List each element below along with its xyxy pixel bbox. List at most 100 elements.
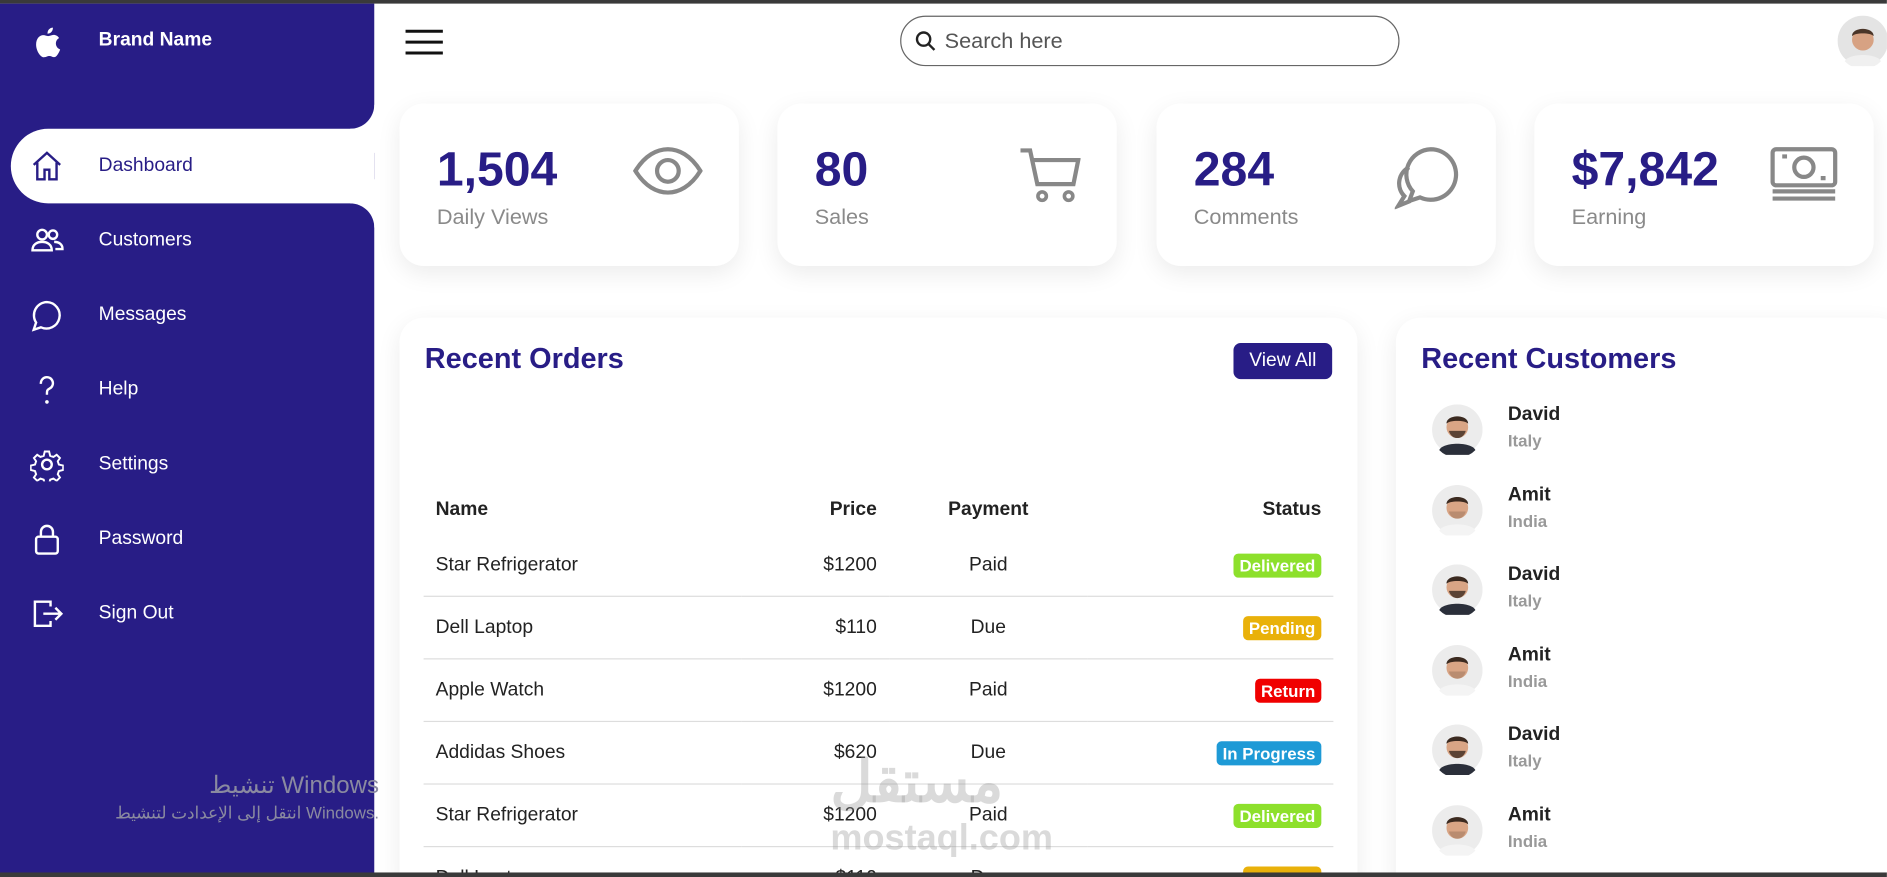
watermark: mostaql.com — [830, 818, 1054, 859]
customer-country: Italy — [1507, 430, 1542, 451]
customer-name: Amit — [1507, 484, 1551, 505]
column-header: Payment — [948, 499, 1029, 520]
customer-avatar — [1432, 804, 1483, 856]
icon — [33, 600, 64, 627]
column-header: Name — [435, 499, 489, 520]
nav-item[interactable]: Password — [11, 502, 374, 577]
stat-value: 284 — [1193, 143, 1275, 197]
stat-value: 1,504 — [436, 143, 558, 197]
cell-name: Dell Laptop — [423, 596, 741, 660]
panel-title: Recent Orders — [424, 342, 624, 376]
nav-label: Customers — [98, 229, 192, 251]
customer-name: David — [1507, 724, 1561, 745]
stat-label: Daily Views — [436, 204, 549, 229]
cell-name: Star Refrigerator — [423, 784, 741, 848]
orders-panel: Recent Orders View All Name Price Payment S… — [399, 317, 1358, 877]
customer-avatar — [1432, 644, 1483, 695]
customer-avatar — [1432, 724, 1483, 775]
nav-item[interactable]: Messages — [11, 278, 374, 353]
order-row: Addidas Shoes $620 Due In Progress — [423, 721, 1334, 785]
cell-price: $1200 — [740, 658, 889, 723]
frame-edge — [0, 872, 1887, 877]
icon — [32, 151, 61, 181]
status-badge: Delivered — [1233, 552, 1322, 578]
customer-country: India — [1507, 830, 1548, 851]
nav-label: Messages — [98, 304, 187, 325]
stat-icon — [1394, 147, 1459, 210]
stat-icon — [632, 147, 703, 195]
customer-name: David — [1507, 564, 1561, 585]
nav-label: Password — [98, 528, 184, 549]
watermark: انتقل إلى الإعدادت لتنشيط Windows. — [115, 802, 380, 822]
cell-name: Apple Watch — [423, 658, 741, 723]
icon — [31, 228, 64, 252]
stat-value: $7,842 — [1571, 143, 1719, 197]
table-header: Name Price Payment Status — [424, 486, 1334, 534]
nav-item[interactable]: Help — [11, 353, 374, 428]
customer-name: David — [1507, 404, 1561, 425]
order-row: Star Refrigerator $1200 Paid Delivered — [423, 784, 1334, 848]
cell-name: Star Refrigerator — [423, 534, 741, 597]
status-badge: Delivered — [1233, 803, 1322, 828]
icon — [39, 375, 55, 404]
cell-price: $110 — [740, 596, 889, 660]
icon — [30, 450, 64, 482]
stat-value: 80 — [814, 143, 869, 197]
customer-name: Amit — [1507, 804, 1551, 825]
nav-label: Help — [98, 379, 139, 400]
customer-name: Amit — [1507, 644, 1551, 665]
order-row: Star Refrigerator $1200 Paid Delivered — [423, 534, 1334, 597]
cell-payment: Due — [888, 721, 1088, 785]
cell-name: Dell Laptop — [423, 846, 741, 877]
view-all-button[interactable]: View All — [1233, 342, 1333, 380]
customer-avatar — [1432, 404, 1483, 455]
stat-card: 284 Comments — [1156, 103, 1496, 266]
customer-avatar — [1432, 484, 1483, 535]
menu-toggle[interactable] — [404, 29, 445, 55]
brand-logo — [36, 27, 61, 58]
stat-card: $7,842 Earning — [1534, 103, 1874, 266]
user-avatar[interactable] — [1837, 15, 1887, 67]
status-badge: In Progress — [1216, 740, 1322, 765]
cell-price: $620 — [740, 721, 889, 785]
customer-item: David Italy — [1420, 404, 1853, 483]
stat-card: 80 Sales — [777, 103, 1117, 266]
status-badge: Pending — [1242, 615, 1322, 640]
stat-card: 1,504 Daily Views — [399, 103, 739, 266]
cell-status: Return — [1087, 658, 1334, 723]
cell-status: Delivered — [1087, 534, 1334, 597]
search-box[interactable]: Search here — [900, 15, 1400, 67]
nav-item[interactable]: Customers — [11, 203, 374, 278]
customer-item: David Italy — [1420, 724, 1853, 803]
cell-status: Pending — [1087, 596, 1334, 660]
nav-item[interactable]: Dashboard — [10, 128, 375, 204]
cell-price: $110 — [740, 846, 889, 877]
cell-status: In Progress — [1087, 721, 1334, 785]
nav-item[interactable]: Sign Out — [11, 576, 374, 651]
icon — [31, 300, 61, 332]
cell-payment: Due — [888, 846, 1088, 877]
order-row: Apple Watch $1200 Paid Return — [423, 658, 1334, 723]
customer-item: Amit India — [1420, 484, 1853, 563]
customer-country: India — [1507, 510, 1548, 531]
stat-label: Earning — [1571, 204, 1647, 229]
panel-title: Recent Customers — [1421, 342, 1677, 376]
cell-payment: Due — [888, 596, 1088, 660]
customer-avatar — [1432, 564, 1483, 615]
column-header: Price — [829, 499, 877, 520]
customer-item: David Italy — [1420, 564, 1853, 643]
table-body: Star Refrigerator $1200 Paid Delivered Dell … — [423, 534, 1334, 877]
sidebar: Brand Name Dashboard Customers Messages … — [0, 3, 375, 877]
cell-name: Addidas Shoes — [423, 721, 741, 785]
customer-country: Italy — [1507, 590, 1542, 611]
cell-payment: Paid — [888, 658, 1088, 723]
nav-item[interactable]: Settings — [11, 427, 374, 502]
stat-icon — [1020, 148, 1081, 203]
search-placeholder: Search here — [944, 28, 1063, 53]
nav-label: Settings — [98, 453, 169, 475]
customer-country: Italy — [1507, 750, 1542, 771]
